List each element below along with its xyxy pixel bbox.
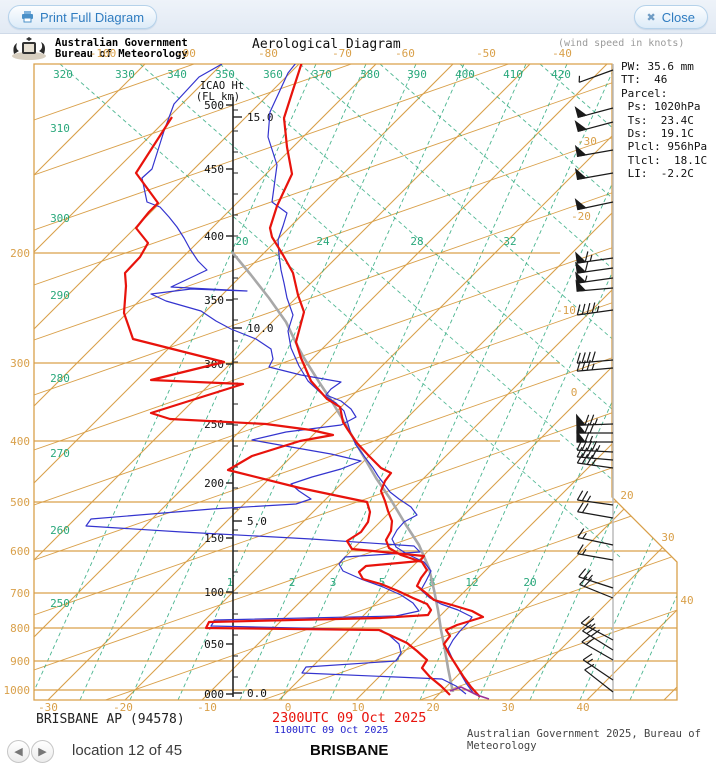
svg-text:390: 390 <box>407 68 427 81</box>
station-label: BRISBANE AP (94578) <box>36 712 185 727</box>
svg-text:320: 320 <box>53 68 73 81</box>
svg-text:310: 310 <box>50 122 70 135</box>
location-counter: location 12 of 45 <box>72 742 183 759</box>
svg-text:900: 900 <box>10 655 30 668</box>
svg-text:10: 10 <box>351 701 364 714</box>
coat-of-arms-icon <box>12 37 46 60</box>
svg-text:10.0: 10.0 <box>247 322 274 335</box>
svg-text:5.0: 5.0 <box>247 515 267 528</box>
svg-text:600: 600 <box>10 545 30 558</box>
svg-text:450: 450 <box>204 163 224 176</box>
svg-text:-30: -30 <box>38 701 58 714</box>
svg-text:330: 330 <box>115 68 135 81</box>
print-button-label: Print Full Diagram <box>40 9 145 25</box>
svg-text:28: 28 <box>410 235 423 248</box>
svg-text:-60: -60 <box>395 47 415 60</box>
parcel-info-panel: PW: 35.6 mm TT: 46 Parcel: Ps: 1020hPa T… <box>621 60 708 181</box>
svg-text:-50: -50 <box>476 47 496 60</box>
svg-text:400: 400 <box>10 435 30 448</box>
svg-text:15.0: 15.0 <box>247 111 274 124</box>
svg-text:1000: 1000 <box>4 684 31 697</box>
svg-text:350: 350 <box>215 68 235 81</box>
svg-text:400: 400 <box>455 68 475 81</box>
svg-text:0: 0 <box>285 701 292 714</box>
svg-text:270: 270 <box>50 447 70 460</box>
previous-sounding-time: 1100UTC 09 Oct 2025 <box>274 725 389 736</box>
print-full-diagram-button[interactable]: Print Full Diagram <box>8 5 158 29</box>
svg-text:280: 280 <box>50 372 70 385</box>
svg-text:500: 500 <box>10 496 30 509</box>
svg-text:20: 20 <box>620 489 633 502</box>
toolbar: Print Full Diagram ✖ Close <box>0 0 716 34</box>
svg-text:30: 30 <box>661 531 674 544</box>
svg-text:-10: -10 <box>197 701 217 714</box>
svg-text:-20: -20 <box>113 701 133 714</box>
svg-text:380: 380 <box>360 68 380 81</box>
svg-text:-30: -30 <box>577 135 597 148</box>
svg-text:-20: -20 <box>571 210 591 223</box>
svg-text:-70: -70 <box>332 47 352 60</box>
svg-text:20: 20 <box>235 235 248 248</box>
svg-text:290: 290 <box>50 289 70 302</box>
svg-text:(FL km): (FL km) <box>196 91 240 103</box>
svg-text:150: 150 <box>204 532 224 545</box>
svg-text:3: 3 <box>330 576 337 589</box>
svg-text:-100: -100 <box>90 47 117 60</box>
page-title: Aerological Diagram <box>252 37 401 52</box>
printer-icon <box>22 11 33 23</box>
svg-text:20: 20 <box>426 701 439 714</box>
svg-text:350: 350 <box>204 294 224 307</box>
svg-text:050: 050 <box>204 638 224 651</box>
location-nav: ◀ ▶ location 12 of 45 BRISBANE <box>0 737 716 768</box>
svg-text:2: 2 <box>289 576 296 589</box>
svg-text:32: 32 <box>503 235 516 248</box>
svg-text:400: 400 <box>204 230 224 243</box>
logo-text: Australian Government Bureau of Meteorolo… <box>55 36 188 60</box>
svg-text:000: 000 <box>204 688 224 701</box>
svg-text:300: 300 <box>50 212 70 225</box>
svg-text:360: 360 <box>263 68 283 81</box>
close-button-label: Close <box>661 9 695 25</box>
wind-speed-note: (wind speed in knots) <box>558 38 685 49</box>
prev-location-button[interactable]: ◀ <box>7 740 30 763</box>
svg-text:-10: -10 <box>556 304 576 317</box>
svg-text:260: 260 <box>50 524 70 537</box>
bom-logo: Australian Government Bureau of Meteorolo… <box>8 36 188 62</box>
svg-text:24: 24 <box>316 235 330 248</box>
close-icon: ✖ <box>646 11 656 24</box>
svg-text:-90: -90 <box>176 47 196 60</box>
svg-text:30: 30 <box>501 701 514 714</box>
next-location-button[interactable]: ▶ <box>31 740 54 763</box>
current-sounding-time: 2300UTC 09 Oct 2025 <box>272 710 427 726</box>
svg-text:12: 12 <box>465 576 478 589</box>
svg-text:40: 40 <box>680 594 693 607</box>
svg-text:40: 40 <box>576 701 589 714</box>
svg-text:500: 500 <box>204 99 224 112</box>
svg-text:340: 340 <box>167 68 187 81</box>
svg-text:300: 300 <box>10 357 30 370</box>
svg-text:800: 800 <box>10 622 30 635</box>
svg-text:250: 250 <box>50 597 70 610</box>
svg-text:0.0: 0.0 <box>247 687 267 700</box>
location-name: BRISBANE <box>310 742 389 759</box>
copyright-text: Australian Government 2025, Bureau of Me… <box>467 728 701 752</box>
svg-text:20: 20 <box>523 576 536 589</box>
svg-text:200: 200 <box>204 477 224 490</box>
svg-text:-40: -40 <box>552 47 572 60</box>
svg-text:ICAO Ht: ICAO Ht <box>200 80 244 92</box>
close-button[interactable]: ✖ Close <box>633 5 708 29</box>
svg-text:5: 5 <box>379 576 386 589</box>
svg-text:420: 420 <box>551 68 571 81</box>
svg-text:200: 200 <box>10 247 30 260</box>
svg-text:370: 370 <box>312 68 332 81</box>
svg-text:100: 100 <box>204 586 224 599</box>
svg-text:700: 700 <box>10 587 30 600</box>
svg-text:1: 1 <box>227 576 234 589</box>
svg-text:0: 0 <box>571 386 578 399</box>
svg-text:-80: -80 <box>258 47 278 60</box>
svg-text:410: 410 <box>503 68 523 81</box>
